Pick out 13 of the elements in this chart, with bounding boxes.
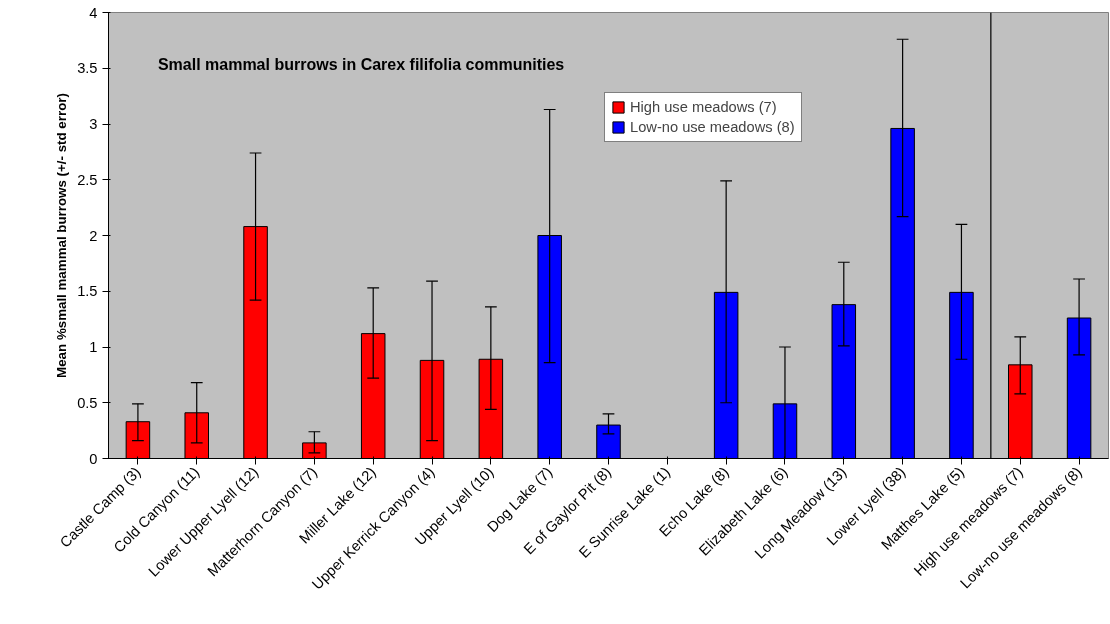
y-tick-label: 3	[89, 116, 98, 132]
y-tick-label: 0	[89, 450, 98, 467]
y-tick-label: 4	[89, 4, 98, 21]
y-axis-title: Mean %small mammal burrows (+/- std error)	[54, 93, 70, 378]
legend-label: Low-no use meadows (8)	[630, 119, 795, 135]
y-tick-label: 0.5	[77, 394, 98, 411]
y-tick-label: 2	[89, 227, 98, 244]
y-tick-label: 1.5	[77, 283, 98, 300]
y-tick-label: 3.5	[77, 60, 98, 77]
text: Small mammal burrows in Carex filifolia communities	[157, 55, 565, 73]
y-tick-label: 1	[89, 339, 98, 355]
legend-label: High use meadows (7)	[630, 99, 777, 115]
y-tick-label: 2.5	[77, 171, 98, 188]
